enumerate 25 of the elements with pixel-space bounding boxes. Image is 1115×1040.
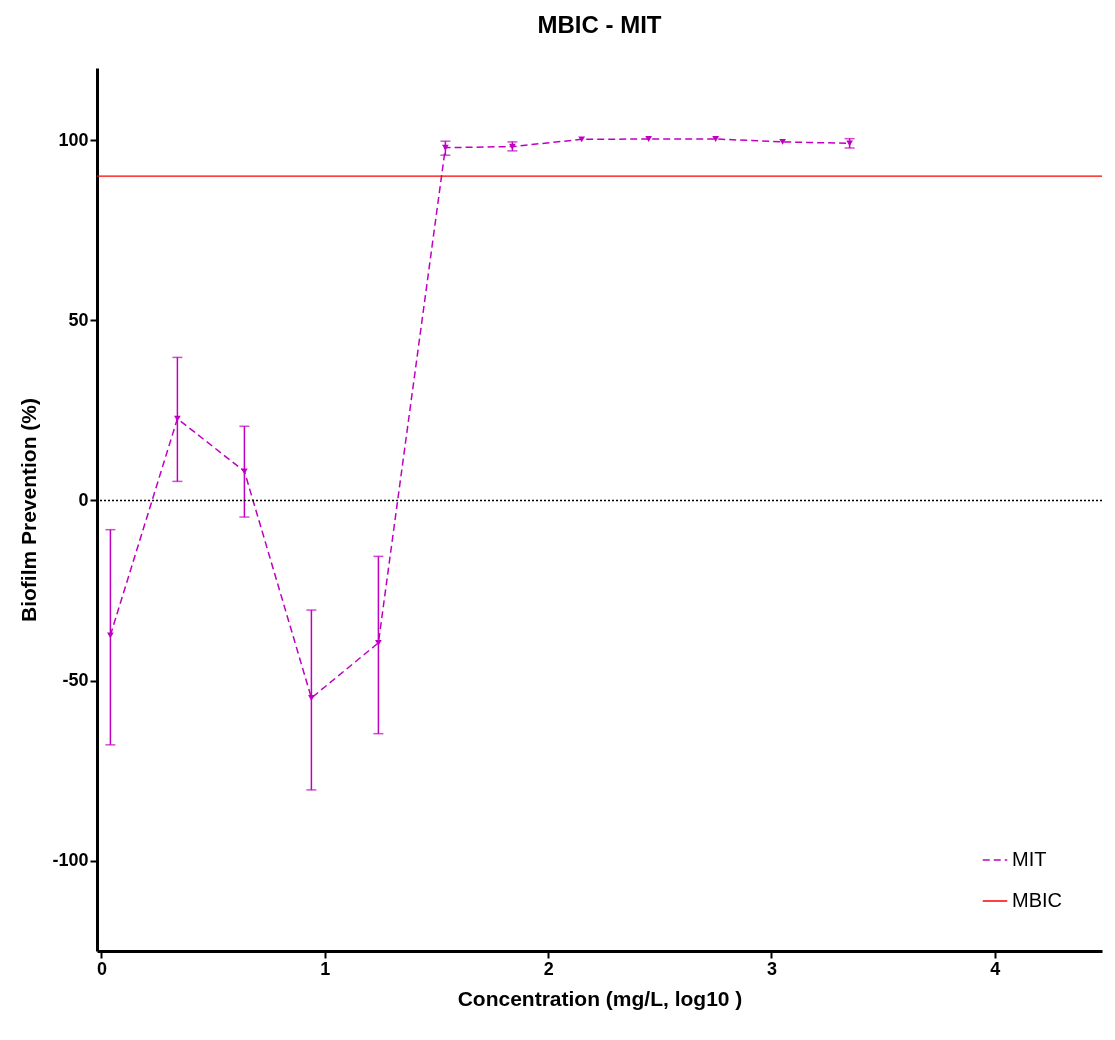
legend-label: MIT [1012, 848, 1047, 870]
point [645, 136, 652, 142]
x-tick-label: 0 [96, 958, 107, 979]
x-axis-title: Concentration (mg/L, log10 ) [457, 986, 743, 1010]
point [107, 632, 114, 639]
point [308, 695, 315, 701]
y-tick-label: -100 [52, 850, 89, 871]
point [578, 136, 585, 143]
y-tick-label: -50 [62, 670, 89, 691]
y-tick-label: 0 [78, 489, 89, 510]
point [779, 138, 786, 145]
x-tick-label: 1 [320, 958, 331, 979]
point [241, 468, 248, 475]
point [712, 136, 719, 142]
point [442, 144, 449, 151]
x-tick-label: 4 [990, 958, 1001, 979]
y-tick-label: 100 [58, 129, 89, 150]
legend-label: MBIC [1012, 889, 1062, 911]
point [174, 415, 181, 422]
x-tick-label: 3 [766, 958, 777, 979]
y-tick-label: 50 [68, 309, 89, 330]
point [375, 639, 382, 646]
chart-title: MBIC - MIT [537, 11, 662, 38]
y-axis-title: Biofilm Prevention (%) [17, 397, 41, 623]
x-tick-label: 2 [543, 958, 554, 979]
